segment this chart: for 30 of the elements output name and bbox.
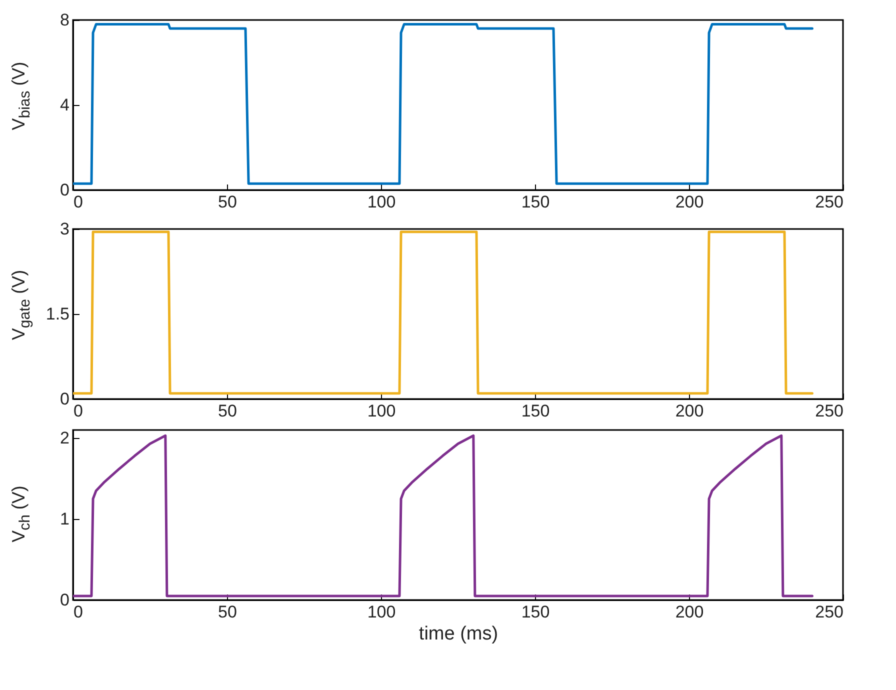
x-tick-label: 150 <box>521 402 550 420</box>
x-tick-label: 50 <box>218 602 237 622</box>
y-tick-label: 0 <box>60 180 70 200</box>
x-tick-label: 50 <box>218 402 237 420</box>
y-tick-label: 8 <box>60 10 70 30</box>
y-tick-label: 4 <box>60 96 70 114</box>
x-tick-label: 0 <box>74 192 83 212</box>
x-tick-label: 0 <box>74 602 83 622</box>
y-tick-label: 1 <box>60 510 70 529</box>
x-tick-label: 250 <box>815 192 844 212</box>
x-tick-label: 50 <box>218 192 237 212</box>
x-tick-label: 200 <box>675 402 704 420</box>
x-tick-label: 250 <box>815 402 844 420</box>
x-tick-label: 100 <box>367 602 396 622</box>
y-tick-label: 3 <box>60 220 70 238</box>
y-tick-label: 2 <box>60 428 70 448</box>
y-tick-label: 1.5 <box>46 304 70 324</box>
x-axis-title: time (ms) <box>418 624 498 644</box>
line-series <box>73 434 814 598</box>
x-tick-label: 100 <box>367 192 396 212</box>
x-tick-label: 200 <box>675 602 704 622</box>
x-tick-label: 150 <box>521 602 550 622</box>
y-tick-label: 0 <box>60 590 70 610</box>
y-tick-label: 0 <box>60 390 70 408</box>
line-series <box>73 23 814 185</box>
x-tick-label: 150 <box>521 192 550 212</box>
x-tick-label: 200 <box>675 192 704 212</box>
x-tick-label: 100 <box>367 402 396 420</box>
x-tick-label: 0 <box>74 402 83 420</box>
x-tick-label: 250 <box>815 602 844 622</box>
